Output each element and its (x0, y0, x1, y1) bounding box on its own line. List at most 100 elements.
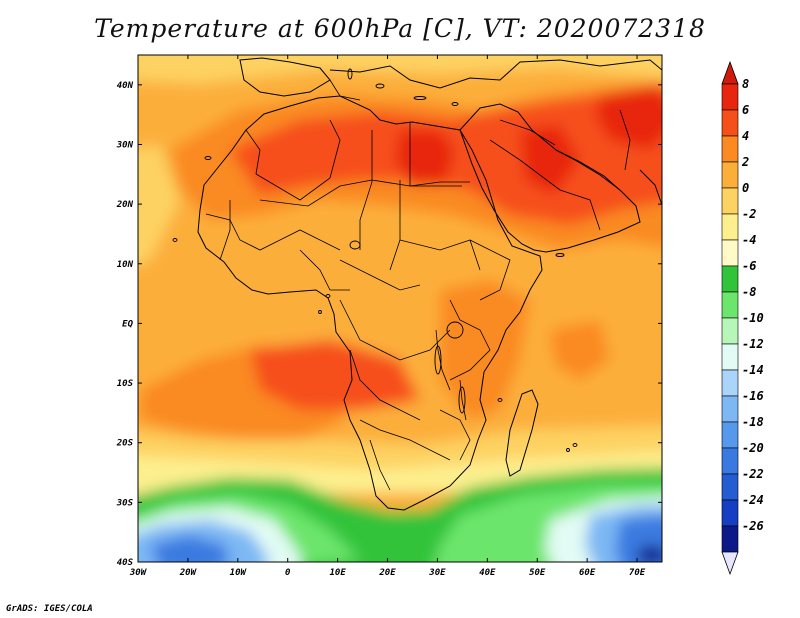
page-title: Temperature at 600hPa [C], VT: 202007231… (94, 14, 706, 43)
lake-malawi (458, 386, 466, 414)
colorbar-level-label: 2 (741, 155, 749, 169)
colorbar-level-label: -8 (742, 285, 756, 299)
lat-tick-label: 30S (116, 498, 134, 508)
temp-field-hot-core-arabia (520, 125, 580, 195)
lon-tick-label: 10W (230, 568, 248, 578)
colorbar-swatch (721, 239, 739, 267)
temp-field-navy-se (638, 545, 662, 562)
footer-credit: GrADS: IGES/COLA (6, 604, 93, 614)
colorbar-swatch (721, 187, 739, 215)
border-southern-africa (359, 419, 451, 461)
lat-tick-label: 30N (116, 140, 134, 150)
colorbar-swatch (721, 343, 739, 371)
colorbar-swatch (721, 161, 739, 189)
border-nigeria (299, 249, 350, 291)
madagascar-coastline (505, 389, 539, 477)
lon-tick-label: 10E (329, 568, 346, 578)
border-arabia-saudi (489, 139, 601, 231)
coastline (197, 57, 662, 511)
lon-tick-label: 30W (129, 568, 148, 578)
colorbar-swatch (721, 317, 739, 345)
colorbar-bottom-arrow (721, 551, 739, 576)
europe-coastline (329, 59, 662, 89)
colorbar-level-label: -12 (742, 337, 764, 351)
socotra (555, 253, 565, 257)
temp-field-yellow-west (138, 145, 180, 264)
lat-tick-label: 10S (117, 379, 134, 389)
border-mozambique (439, 409, 471, 461)
lon-tick-label: 0 (285, 568, 291, 578)
colorbar-swatch (721, 291, 739, 319)
colorbar-swatch (721, 109, 739, 137)
border-arabia-iraq (499, 119, 556, 146)
country-borders (205, 79, 631, 491)
colorbar-swatch (721, 473, 739, 501)
colorbar-swatch (721, 83, 739, 111)
colorbar-level-label: -14 (742, 363, 764, 377)
border-namibia-sa (369, 439, 391, 491)
lat-tick-label: 20N (116, 200, 134, 210)
axis-labels: 30W 20W 10W 0 10E 20E 30E 40E 50E 60E 70E 40N 30N 20N… (116, 81, 646, 578)
crete (413, 96, 427, 100)
border-libya-chad (359, 130, 373, 250)
lake-chad (349, 240, 361, 250)
border-sudan-south (399, 239, 481, 271)
colorbar-level-label: 0 (742, 181, 749, 195)
lat-tick-label: 40S (117, 558, 134, 568)
temp-field-orange-indian (550, 320, 610, 380)
persian-gulf-coastline (555, 149, 621, 191)
colorbar-level-label: -24 (742, 493, 764, 507)
lon-tick-label: 20E (378, 568, 396, 578)
border-congo-drc (339, 299, 451, 361)
border-lake-tanganyika (435, 329, 451, 391)
temp-field-orange-east (440, 280, 530, 420)
colorbar-level-label: -2 (742, 207, 756, 221)
colorbar: 8 6 4 2 0 -2 -4 -6 -8 -10 -12 -14 -16 -18 -20 -22 -24 -26 (721, 60, 764, 576)
colorbar-top-arrow (721, 60, 739, 85)
colorbar-level-label: -18 (742, 415, 764, 429)
cyprus (451, 102, 459, 106)
colorbar-level-label: -26 (742, 519, 764, 533)
colorbar-swatch (721, 525, 739, 553)
colorbar-level-label: -6 (742, 259, 756, 273)
colorbar-level-label: -22 (742, 467, 764, 481)
colorbar-swatch (721, 395, 739, 423)
border-east-africa (449, 299, 491, 381)
colorbar-swatch (721, 369, 739, 397)
colorbar-level-label: -10 (742, 311, 764, 325)
lon-tick-label: 20W (179, 568, 198, 578)
cape-verde (172, 238, 178, 242)
border-algeria-mali (255, 119, 341, 201)
india-coastline (639, 169, 662, 206)
sicily (375, 83, 385, 89)
colorbar-level-label: 8 (742, 77, 749, 91)
border-angola (349, 349, 421, 421)
colorbar-level-label: 4 (742, 129, 749, 143)
mauritius (572, 443, 578, 447)
canary-islands (204, 156, 212, 160)
border-iran-afghan (619, 109, 631, 171)
colorbar-level-label: -20 (742, 441, 764, 455)
border-med-north (329, 79, 361, 101)
lon-tick-label: 70E (629, 568, 646, 578)
border-morocco (245, 129, 261, 175)
arabia-coastline (459, 103, 641, 253)
colorbar-swatch (721, 213, 739, 241)
reunion (566, 448, 570, 452)
temp-field-darkblue-sw (150, 535, 230, 562)
lat-tick-label: 10N (117, 260, 134, 270)
colorbar-swatch (721, 499, 739, 527)
bioko (325, 294, 331, 298)
colorbar-level-label: 6 (742, 103, 749, 117)
colorbar-level-label: -16 (742, 389, 764, 403)
border-west-africa-1 (205, 213, 341, 251)
sardinia (347, 68, 353, 80)
colorbar-swatch (721, 447, 739, 475)
temp-field-yellow-north (138, 55, 662, 84)
axis-ticks (137, 55, 662, 563)
lon-tick-label: 60E (579, 568, 596, 578)
lon-tick-label: 50E (529, 568, 546, 578)
lat-tick-label: 40N (117, 81, 134, 91)
border-ethiopia (469, 239, 511, 301)
